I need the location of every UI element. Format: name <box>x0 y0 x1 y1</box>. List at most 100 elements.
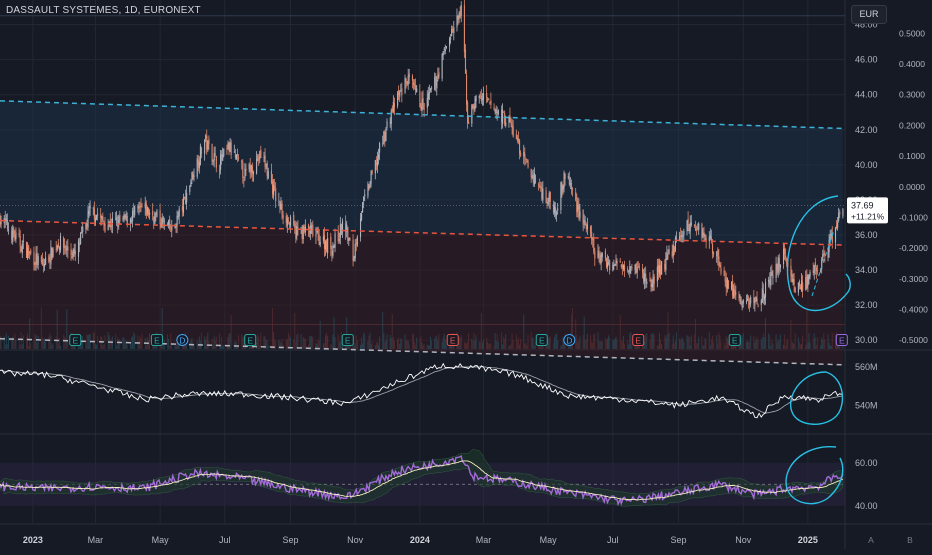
earnings-marker-shape[interactable] <box>632 334 645 346</box>
event-marker-earnings-upcoming[interactable]: E <box>835 334 848 346</box>
volume-bar <box>779 334 781 349</box>
earnings-marker-shape[interactable] <box>535 334 548 346</box>
candle <box>236 153 239 156</box>
volume-bar <box>200 332 202 349</box>
earnings-marker-shape[interactable] <box>446 334 459 346</box>
candle <box>348 237 350 240</box>
volume-bar <box>319 320 321 349</box>
candle <box>300 227 302 229</box>
volume-bar <box>290 337 292 349</box>
candle <box>645 273 647 282</box>
candle <box>196 158 198 177</box>
candle <box>683 231 685 235</box>
volume-bar <box>548 337 550 349</box>
event-marker-earnings[interactable]: E <box>535 334 548 346</box>
volume-bar <box>776 342 778 349</box>
volume-bar <box>482 339 484 349</box>
candle <box>495 109 497 113</box>
last-change-value: +11.21% <box>851 211 885 221</box>
volume-bar <box>414 341 416 349</box>
auto-scale-button[interactable]: A <box>868 535 874 545</box>
volume-bar <box>326 333 328 349</box>
earnings-marker-shape[interactable] <box>341 334 354 346</box>
candle <box>407 75 409 85</box>
volume-bar <box>460 335 462 349</box>
dividend-marker-shape[interactable] <box>563 334 576 346</box>
event-marker-earnings[interactable]: E <box>341 334 354 346</box>
volume-bar <box>431 340 433 349</box>
volume-bar <box>309 336 311 349</box>
candle <box>311 226 313 228</box>
volume-bar <box>97 336 99 349</box>
event-marker-dividend[interactable]: D <box>563 334 576 346</box>
candle <box>829 236 831 240</box>
event-marker-earnings-negative[interactable]: E <box>632 334 645 346</box>
event-marker-earnings[interactable]: E <box>69 334 82 346</box>
candle <box>176 215 178 227</box>
volume-bar <box>713 342 715 349</box>
candle <box>228 142 230 151</box>
volume-bar <box>123 337 125 349</box>
candle <box>244 168 246 179</box>
volume-bar <box>785 345 787 349</box>
event-marker-earnings[interactable]: E <box>244 334 257 346</box>
volume-bar <box>598 341 600 349</box>
volume-bar <box>438 334 440 349</box>
candle <box>830 233 832 237</box>
volume-bar <box>474 339 476 349</box>
candle <box>139 206 141 208</box>
volume-bar <box>552 342 554 349</box>
candle <box>226 147 228 149</box>
volume-bar <box>808 333 810 349</box>
event-marker-earnings[interactable]: E <box>150 334 163 346</box>
log-scale-button[interactable]: B <box>907 535 913 545</box>
volume-bar <box>211 339 213 349</box>
log-scale-label: B <box>907 535 913 545</box>
earnings-marker-shape[interactable] <box>244 334 257 346</box>
candle <box>211 143 213 162</box>
volume-bar <box>139 336 141 349</box>
candle <box>531 175 533 179</box>
volume-bar <box>315 343 317 349</box>
earnings-marker-shape[interactable] <box>69 334 82 346</box>
indicator-1-line <box>0 362 842 419</box>
dividend-marker-shape[interactable] <box>176 334 189 346</box>
volume-bar <box>591 342 593 349</box>
candle <box>821 259 823 270</box>
candle <box>281 203 283 215</box>
volume-bar <box>727 341 729 349</box>
volume-bar <box>575 319 577 349</box>
volume-bar <box>355 335 357 349</box>
earnings-marker-shape[interactable] <box>150 334 163 346</box>
candle <box>145 203 147 216</box>
volume-bar <box>11 340 13 349</box>
event-marker-earnings-negative[interactable]: E <box>446 334 459 346</box>
volume-bar <box>214 340 216 349</box>
candle <box>489 101 491 103</box>
volume-bar <box>490 343 492 349</box>
candle <box>530 168 532 178</box>
candle <box>12 227 14 243</box>
event-marker-earnings[interactable]: E <box>728 334 741 346</box>
candle <box>233 151 235 153</box>
candle <box>465 74 468 105</box>
earnings-marker-shape[interactable] <box>728 334 741 346</box>
candle <box>315 233 317 237</box>
candle <box>583 220 585 223</box>
currency-button[interactable]: EUR <box>851 5 887 24</box>
volume-bar <box>40 307 42 349</box>
candle <box>400 90 402 92</box>
volume-bar <box>234 340 236 349</box>
candle <box>533 173 535 185</box>
candle <box>748 300 750 302</box>
candle <box>199 145 201 165</box>
event-marker-dividend[interactable]: D <box>176 334 189 346</box>
earnings-marker-shape[interactable] <box>835 334 848 346</box>
candle <box>429 88 432 91</box>
volume-bar <box>393 340 395 349</box>
candle <box>363 197 365 201</box>
axes: 30.0032.0034.0036.0038.0040.0042.0044.00… <box>0 20 928 545</box>
